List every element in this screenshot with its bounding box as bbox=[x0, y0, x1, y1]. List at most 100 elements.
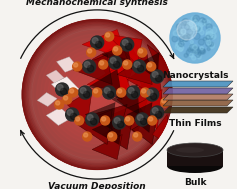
Circle shape bbox=[101, 116, 110, 125]
Circle shape bbox=[191, 34, 199, 42]
Circle shape bbox=[194, 26, 200, 32]
Circle shape bbox=[176, 42, 180, 46]
Circle shape bbox=[104, 88, 110, 93]
Circle shape bbox=[200, 18, 205, 22]
Circle shape bbox=[138, 48, 147, 57]
Circle shape bbox=[198, 19, 205, 26]
Circle shape bbox=[173, 16, 217, 60]
Circle shape bbox=[181, 24, 209, 52]
Circle shape bbox=[178, 41, 184, 47]
Polygon shape bbox=[82, 29, 127, 60]
Circle shape bbox=[109, 133, 113, 137]
Circle shape bbox=[147, 62, 156, 71]
Circle shape bbox=[182, 34, 189, 40]
Circle shape bbox=[117, 121, 124, 128]
Circle shape bbox=[209, 42, 214, 46]
Circle shape bbox=[122, 40, 128, 45]
Circle shape bbox=[196, 29, 199, 32]
Circle shape bbox=[189, 44, 196, 51]
Circle shape bbox=[178, 21, 212, 55]
Circle shape bbox=[67, 64, 128, 125]
Circle shape bbox=[180, 35, 185, 40]
Circle shape bbox=[48, 45, 146, 144]
Circle shape bbox=[100, 61, 104, 65]
Circle shape bbox=[182, 26, 208, 50]
Circle shape bbox=[76, 117, 80, 121]
Circle shape bbox=[133, 60, 146, 73]
Circle shape bbox=[190, 40, 193, 43]
Circle shape bbox=[189, 22, 193, 26]
Circle shape bbox=[74, 63, 78, 67]
Circle shape bbox=[196, 26, 202, 32]
Circle shape bbox=[132, 91, 138, 98]
Circle shape bbox=[106, 33, 110, 37]
Circle shape bbox=[207, 48, 210, 51]
Circle shape bbox=[208, 42, 214, 49]
Polygon shape bbox=[89, 70, 122, 99]
Circle shape bbox=[184, 53, 188, 57]
Polygon shape bbox=[122, 50, 157, 94]
Circle shape bbox=[189, 44, 196, 50]
Circle shape bbox=[92, 38, 98, 43]
Polygon shape bbox=[92, 40, 147, 74]
Circle shape bbox=[57, 84, 63, 90]
Circle shape bbox=[189, 53, 193, 57]
Circle shape bbox=[191, 26, 196, 31]
Circle shape bbox=[193, 47, 199, 53]
Circle shape bbox=[110, 58, 116, 64]
Circle shape bbox=[189, 32, 195, 38]
Polygon shape bbox=[67, 90, 92, 125]
Circle shape bbox=[136, 113, 149, 126]
Circle shape bbox=[196, 23, 202, 30]
Circle shape bbox=[142, 89, 146, 93]
Circle shape bbox=[99, 60, 108, 69]
Circle shape bbox=[94, 89, 98, 93]
Circle shape bbox=[178, 32, 183, 37]
Text: Bulk: Bulk bbox=[184, 178, 206, 187]
Circle shape bbox=[91, 36, 104, 49]
Circle shape bbox=[180, 23, 210, 53]
Circle shape bbox=[170, 13, 220, 63]
Circle shape bbox=[203, 37, 206, 41]
Circle shape bbox=[121, 38, 134, 51]
Circle shape bbox=[187, 22, 193, 29]
Circle shape bbox=[152, 72, 158, 77]
Circle shape bbox=[200, 46, 203, 50]
Circle shape bbox=[205, 41, 212, 47]
Circle shape bbox=[118, 89, 122, 93]
Polygon shape bbox=[87, 64, 132, 94]
Circle shape bbox=[187, 30, 203, 46]
Circle shape bbox=[193, 47, 200, 54]
Circle shape bbox=[137, 65, 144, 72]
Circle shape bbox=[183, 36, 189, 41]
Circle shape bbox=[83, 60, 96, 73]
Polygon shape bbox=[102, 119, 132, 149]
Circle shape bbox=[114, 118, 120, 123]
Polygon shape bbox=[37, 93, 57, 106]
Circle shape bbox=[56, 53, 139, 136]
Circle shape bbox=[182, 35, 189, 41]
Circle shape bbox=[206, 35, 210, 40]
Circle shape bbox=[148, 116, 157, 125]
Circle shape bbox=[194, 37, 196, 39]
Circle shape bbox=[182, 19, 189, 25]
Circle shape bbox=[24, 21, 170, 168]
Polygon shape bbox=[117, 80, 152, 119]
Circle shape bbox=[86, 83, 109, 106]
Circle shape bbox=[70, 89, 74, 93]
Circle shape bbox=[196, 26, 201, 31]
Circle shape bbox=[193, 18, 197, 22]
Circle shape bbox=[107, 91, 114, 98]
Polygon shape bbox=[92, 105, 127, 139]
Circle shape bbox=[127, 86, 140, 99]
Polygon shape bbox=[137, 53, 159, 80]
Circle shape bbox=[186, 29, 193, 35]
Circle shape bbox=[185, 28, 205, 48]
Polygon shape bbox=[85, 102, 115, 129]
Circle shape bbox=[193, 50, 197, 54]
Circle shape bbox=[151, 70, 164, 83]
Circle shape bbox=[52, 49, 142, 140]
Circle shape bbox=[210, 33, 216, 39]
Circle shape bbox=[93, 91, 101, 98]
Text: Thin Films: Thin Films bbox=[169, 119, 221, 128]
